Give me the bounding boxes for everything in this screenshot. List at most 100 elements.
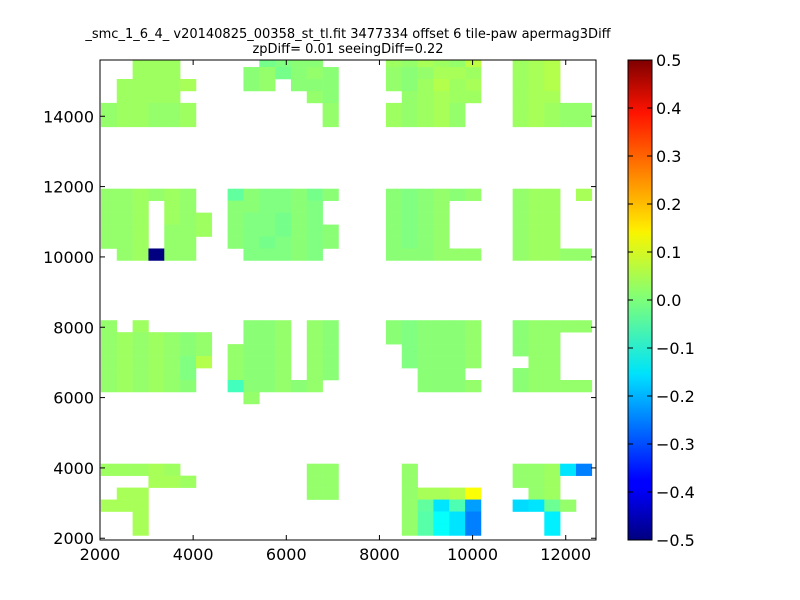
heatmap-cell <box>148 90 165 104</box>
heatmap-cell <box>449 499 466 512</box>
heatmap-cell <box>164 67 181 80</box>
heatmap-cell <box>528 380 545 393</box>
heatmap-cell <box>512 188 529 201</box>
heatmap-cell <box>243 236 260 249</box>
heatmap-cell <box>433 200 450 213</box>
heatmap-cell <box>180 236 197 249</box>
heatmap-cell <box>132 90 149 104</box>
heatmap-cell <box>132 60 149 68</box>
heatmap-cell <box>449 78 466 92</box>
heatmap-cells <box>100 60 593 536</box>
heatmap-cell <box>417 224 434 237</box>
colorbar-tick-label: 0.4 <box>656 99 681 118</box>
heatmap-cell <box>417 511 434 524</box>
heatmap-cell <box>544 475 561 488</box>
heatmap-cell <box>560 248 577 261</box>
heatmap-cell <box>290 60 308 68</box>
heatmap-cell <box>544 78 561 92</box>
heatmap-cell <box>465 344 482 357</box>
heatmap-cell <box>132 78 149 92</box>
heatmap-cell <box>465 499 482 512</box>
heatmap-cell <box>449 320 466 333</box>
heatmap-cell <box>544 236 561 249</box>
heatmap-cell <box>401 248 418 261</box>
heatmap-cell <box>401 463 418 476</box>
heatmap-cell <box>544 60 561 68</box>
heatmap-cell <box>417 78 434 92</box>
heatmap-cell <box>116 200 133 213</box>
heatmap-cell <box>575 380 593 393</box>
heatmap-cell <box>512 332 529 345</box>
heatmap-cell <box>417 320 434 333</box>
heatmap-cell <box>385 248 403 261</box>
heatmap-cell <box>148 475 165 488</box>
heatmap-cell <box>544 200 561 213</box>
heatmap-cell <box>465 248 482 261</box>
heatmap-cell <box>116 224 133 237</box>
colorbar-tick-label: 0.3 <box>656 147 681 166</box>
heatmap-cell <box>433 248 450 261</box>
heatmap-cell <box>401 332 418 345</box>
heatmap-cell <box>100 224 118 237</box>
heatmap-cell <box>306 475 323 488</box>
heatmap-cell <box>385 114 403 128</box>
heatmap-cell <box>275 188 292 201</box>
heatmap-cell <box>433 90 450 104</box>
heatmap-cell <box>195 344 213 357</box>
heatmap-cell <box>164 332 181 345</box>
heatmap-cell <box>243 356 260 369</box>
heatmap-cell <box>401 475 418 488</box>
heatmap-cell <box>259 356 276 369</box>
colorbar-tick-label: −0.4 <box>656 483 695 502</box>
heatmap-cell <box>259 212 276 225</box>
heatmap-cell <box>544 332 561 345</box>
heatmap-cell <box>116 90 133 104</box>
heatmap-cell <box>259 248 276 261</box>
heatmap-cell <box>544 487 561 500</box>
heatmap-cell <box>417 332 434 345</box>
heatmap-cell <box>512 212 529 225</box>
heatmap-cell <box>544 114 561 128</box>
heatmap-cell <box>148 248 165 261</box>
heatmap-cell <box>560 114 577 128</box>
heatmap-cell <box>575 188 593 201</box>
heatmap-cell <box>180 380 197 393</box>
heatmap-cell <box>401 90 418 104</box>
heatmap-cell <box>259 332 276 345</box>
heatmap-cell <box>417 344 434 357</box>
heatmap-cell <box>385 60 403 68</box>
heatmap-cell <box>180 200 197 213</box>
heatmap-cell <box>401 344 418 357</box>
heatmap-cell <box>116 463 133 476</box>
heatmap-cell <box>306 487 323 500</box>
colorbar-ticks: 0.5 0.4 0.3 0.2 0.1 0.0 −0.1 −0.2 −0.3 −0.4 −0.5 <box>628 51 695 550</box>
heatmap-cell <box>512 60 529 68</box>
heatmap-cell <box>243 224 260 237</box>
heatmap-cell <box>544 188 561 201</box>
heatmap-cell <box>385 67 403 80</box>
heatmap-cell <box>243 248 260 261</box>
heatmap-cell <box>132 368 149 381</box>
heatmap-cell <box>275 356 292 369</box>
heatmap-cell <box>575 114 593 128</box>
heatmap-cell <box>544 212 561 225</box>
heatmap-cell <box>116 499 133 512</box>
heatmap-cell <box>322 487 339 500</box>
heatmap-cell <box>433 320 450 333</box>
heatmap-cell <box>100 200 118 213</box>
heatmap-cell <box>195 224 213 237</box>
heatmap-cell <box>322 78 339 92</box>
heatmap-cell <box>512 499 529 512</box>
heatmap-cell <box>243 78 260 92</box>
heatmap-cell <box>132 212 149 225</box>
heatmap-cell <box>259 380 276 393</box>
x-tick-label: 4000 <box>173 545 214 564</box>
heatmap-cell <box>306 368 323 381</box>
heatmap-cell <box>132 320 149 333</box>
heatmap-cell <box>433 511 450 524</box>
heatmap-cell <box>227 200 244 213</box>
heatmap-cell <box>560 380 577 393</box>
heatmap-cell <box>322 332 339 345</box>
heatmap-cell <box>100 332 118 345</box>
heatmap-cell <box>100 236 118 249</box>
